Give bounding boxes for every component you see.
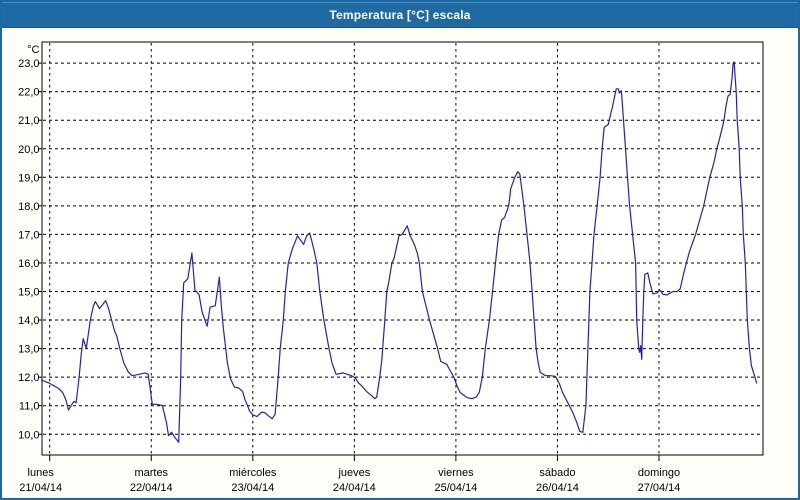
window-titlebar: Temperatura [°C] escala <box>2 2 798 28</box>
y-axis-tick-label: 18,0 <box>18 201 39 213</box>
y-axis-tick-label: 14,0 <box>18 315 39 327</box>
y-axis-tick-label: 21,0 <box>18 115 39 127</box>
y-axis-tick-label: 10,0 <box>18 429 39 441</box>
y-axis-tick-label: 12,0 <box>18 372 39 384</box>
plot-frame <box>41 41 764 456</box>
x-axis-date-label: 22/04/14 <box>130 482 173 494</box>
y-axis-tick-label: 22,0 <box>18 87 39 99</box>
y-axis-tick-label: 13,0 <box>18 344 39 356</box>
x-axis-weekday-label: viernes <box>438 467 474 479</box>
plot-background <box>42 42 763 455</box>
x-axis-date-label: 25/04/14 <box>434 482 477 494</box>
x-axis-weekday-label: martes <box>134 467 168 479</box>
x-axis-date-label: 23/04/14 <box>231 482 274 494</box>
x-axis-weekday-label: lunes <box>28 467 55 479</box>
y-axis-tick-label: 19,0 <box>18 172 39 184</box>
x-axis-date-label: 27/04/14 <box>638 482 681 494</box>
x-axis-weekday-label: jueves <box>337 467 370 479</box>
x-axis-weekday-label: miércoles <box>229 467 277 479</box>
y-axis-tick-label: 17,0 <box>18 229 39 241</box>
x-axis-weekday-label: sábado <box>539 467 575 479</box>
y-axis-tick-label: 15,0 <box>18 287 39 299</box>
x-axis-date-label: 26/04/14 <box>536 482 579 494</box>
temperature-series-line <box>40 61 758 443</box>
y-axis-tick-label: 20,0 <box>18 144 39 156</box>
window-title: Temperatura [°C] escala <box>329 7 471 22</box>
y-axis-tick-label: 11,0 <box>19 401 40 413</box>
y-axis-tick-label: 23,0 <box>18 58 39 70</box>
y-axis-tick-label: 16,0 <box>18 258 39 270</box>
y-axis-unit-label: °C <box>27 44 39 56</box>
x-axis-weekday-label: domingo <box>638 467 680 479</box>
x-axis-date-label: 24/04/14 <box>333 482 376 494</box>
x-axis-date-label: 21/04/14 <box>19 482 62 494</box>
